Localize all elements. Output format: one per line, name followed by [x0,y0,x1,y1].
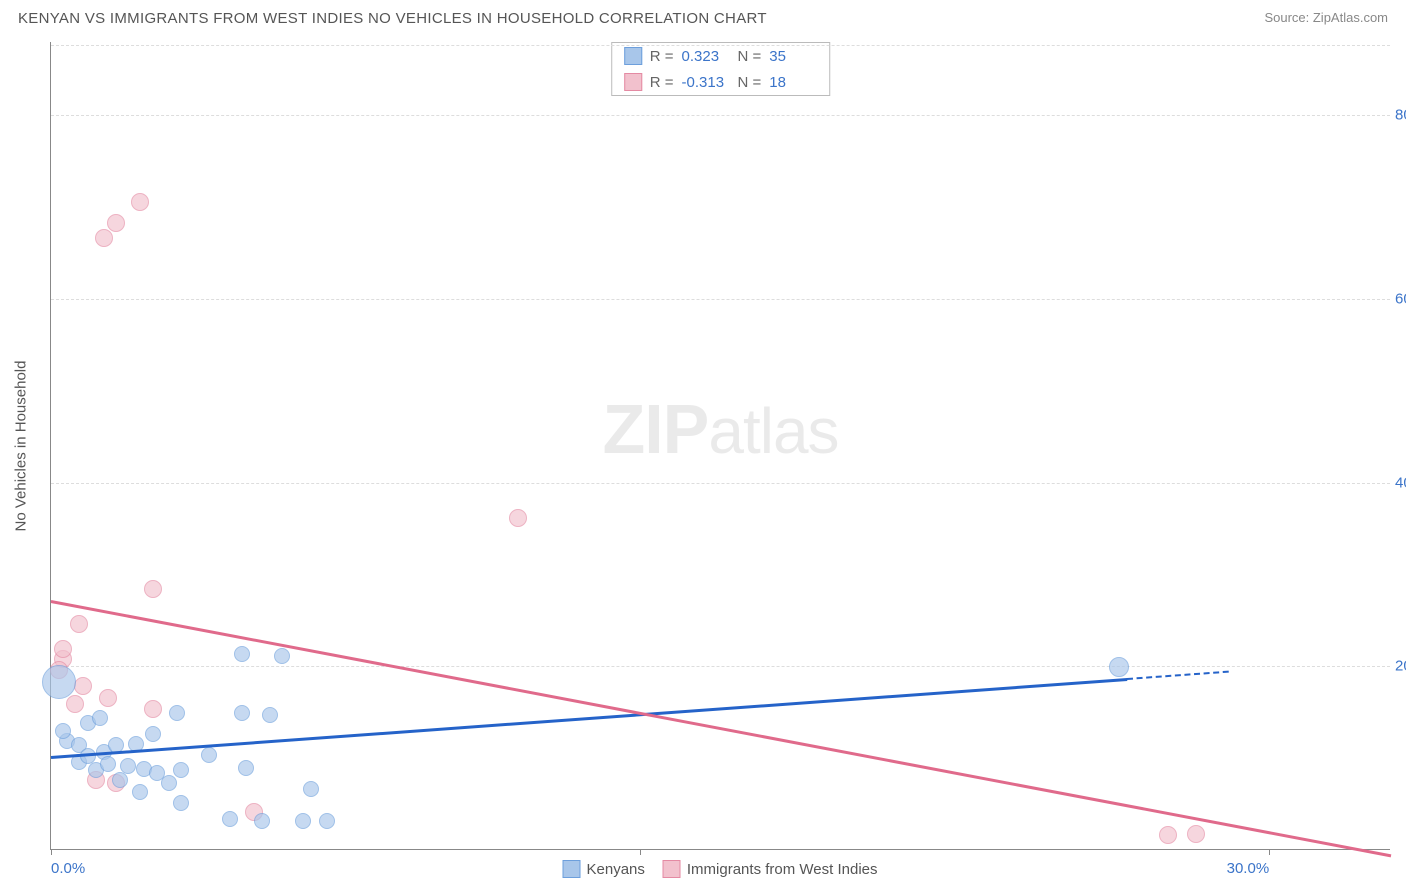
data-point [55,723,71,739]
data-point [173,795,189,811]
x-tick-label: 30.0% [1227,860,1270,877]
y-tick-label: 40.0% [1395,474,1406,491]
r-label: R = [650,48,674,65]
source-attribution: Source: ZipAtlas.com [1264,10,1388,27]
data-point [95,229,113,247]
data-point [112,772,128,788]
r-value: -0.313 [682,74,730,91]
data-point [132,784,148,800]
data-point [54,640,72,658]
n-label: N = [738,48,762,65]
data-point [254,813,270,829]
n-label: N = [738,74,762,91]
legend-swatch [663,860,681,878]
data-point [262,707,278,723]
x-tick-label: 0.0% [51,860,85,877]
y-axis-label: No Vehicles in Household [13,360,30,531]
y-tick-label: 20.0% [1395,658,1406,675]
data-point [74,677,92,695]
data-point [42,665,76,699]
data-point [238,760,254,776]
trend-line [51,678,1127,759]
legend-series-item: Kenyans [563,860,645,878]
n-value: 35 [769,48,817,65]
x-tick-mark [1269,849,1270,855]
legend-stat-row: R = 0.323 N = 35 [612,43,830,69]
data-point [509,509,527,527]
n-value: 18 [769,74,817,91]
data-point [1159,826,1177,844]
legend-swatch [624,73,642,91]
trend-line-dashed [1127,671,1229,680]
gridline [51,666,1390,667]
data-point [99,689,117,707]
data-point [144,580,162,598]
legend-stat-row: R = -0.313 N = 18 [612,69,830,95]
data-point [222,811,238,827]
y-tick-label: 80.0% [1395,107,1406,124]
data-point [161,775,177,791]
data-point [319,813,335,829]
series-legend: Kenyans Immigrants from West Indies [563,860,878,878]
data-point [1187,825,1205,843]
legend-swatch [563,860,581,878]
data-point [1109,657,1129,677]
gridline [51,299,1390,300]
stats-legend: R = 0.323 N = 35 R = -0.313 N = 18 [611,42,831,96]
data-point [234,705,250,721]
data-point [107,214,125,232]
watermark: ZIPatlas [602,389,838,469]
data-point [92,710,108,726]
legend-swatch [624,47,642,65]
data-point [66,695,84,713]
data-point [70,615,88,633]
data-point [145,726,161,742]
plot-area: No Vehicles in Household ZIPatlas R =0.3… [50,42,1390,850]
data-point [144,700,162,718]
data-point [201,747,217,763]
legend-series-label: Kenyans [587,861,645,878]
gridline [51,483,1390,484]
gridline [51,45,1390,46]
chart-title: KENYAN VS IMMIGRANTS FROM WEST INDIES NO… [18,10,767,27]
x-tick-mark [640,849,641,855]
chart-container: No Vehicles in Household ZIPatlas R =0.3… [50,42,1390,850]
data-point [169,705,185,721]
x-tick-mark [51,849,52,855]
gridline [51,115,1390,116]
y-tick-label: 60.0% [1395,291,1406,308]
data-point [100,756,116,772]
data-point [131,193,149,211]
data-point [303,781,319,797]
data-point [295,813,311,829]
legend-series-item: Immigrants from West Indies [663,860,878,878]
data-point [173,762,189,778]
r-value: 0.323 [682,48,730,65]
r-label: R = [650,74,674,91]
data-point [234,646,250,662]
legend-series-label: Immigrants from West Indies [687,861,878,878]
data-point [274,648,290,664]
